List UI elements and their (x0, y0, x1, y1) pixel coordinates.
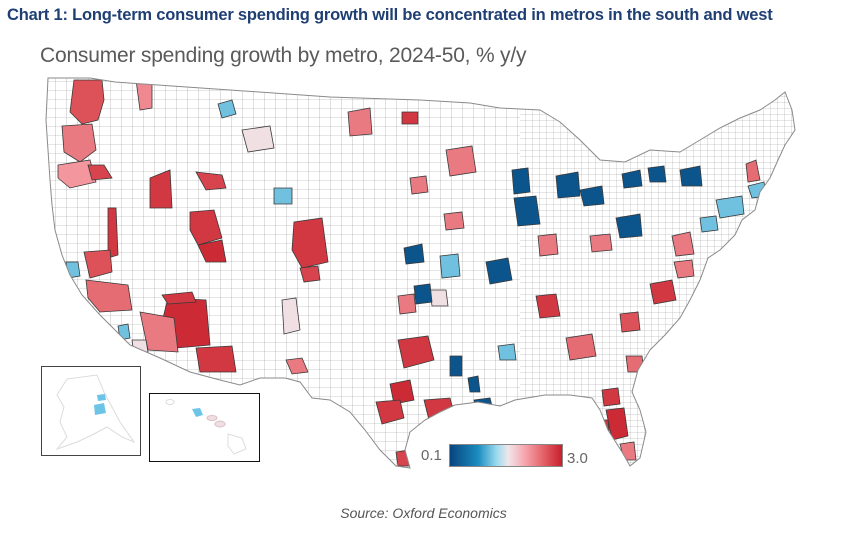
metro-raleigh-nc: Raleigh (NC): 2.8 (649, 279, 677, 305)
metro-idaho-falls-id: Idaho Falls (ID): 2.7 (195, 171, 227, 191)
metro-philadelphia-pa: Philadelphia (PA): 0.9 (699, 215, 719, 233)
metro-jacksonville-fl: Jacksonville (FL): 2.8 (601, 387, 621, 407)
legend-colorbar (449, 444, 563, 467)
metro-syracuse-ny: Syracuse (NY): 0.2 (679, 165, 703, 187)
metro-houston-tx: Houston (TX): 2.8 (423, 397, 457, 425)
metro-orlando-fl: Orlando (FL): 2.9 (605, 407, 629, 441)
metro-rochester-ny: Rochester (NY): 0.2 (647, 165, 667, 183)
metro-boise-id: Boise (ID): 2.8 (149, 169, 173, 209)
metro-miami-fl: Miami (FL): 2.3 (619, 441, 637, 461)
metro-seattle-area-wa: Seattle-area (WA): 2.6 (69, 79, 105, 125)
metro-indianapolis-in: Indianapolis (IN): 2.3 (537, 233, 559, 257)
metro-mcallen-tx: McAllen (TX): 2.7 (395, 449, 413, 467)
metro-des-moines-ia: Des Moines (IA): 2.3 (443, 211, 465, 231)
metro-omaha-ne: Omaha (NE): 0.2 (403, 243, 425, 265)
metro-minneapolis-mn: Minneapolis (MN): 2.3 (445, 145, 477, 177)
metro-san-antonio-tx: San Antonio (TX): 2.8 (375, 399, 405, 425)
metro-portland-or: Portland (OR): 2.3 (61, 123, 97, 163)
metro-st-louis-mo: St. Louis (MO): 0.2 (485, 257, 513, 285)
metro-colorado-springs-co: Colorado Springs (CO): 2.7 (299, 265, 321, 283)
metro-fairbanks (97, 394, 106, 401)
metro-fargo-nd: Fargo (ND): 2.3 (347, 107, 373, 137)
metro-tucson-az: Tucson (AZ): 2.8 (195, 345, 237, 373)
chart-headline: Chart 1: Long-term consumer spending gro… (7, 6, 773, 24)
metro-austin-tx: Austin (TX): 2.9 (389, 379, 415, 405)
metro-billings-mt: Billings (MT): 1.6 (241, 125, 275, 153)
metro-buffalo-ny: Buffalo (NY): 0.2 (621, 169, 643, 189)
metro-layer: Seattle-area (WA): 2.6Spokane (WA): 2.2P… (57, 79, 767, 467)
metro-charlotte-nc: Charlotte (NC): 2.6 (619, 311, 641, 333)
alaska-inset (41, 366, 141, 456)
metro-anchorage (94, 403, 106, 415)
metro-sacramento-ca: Sacramento (CA): 2.6 (83, 249, 113, 279)
legend-max-label: 3.0 (567, 450, 588, 467)
metro-columbus-oh: Columbus (OH): 2.3 (589, 233, 613, 253)
metro-los-angeles-ca: Los Angeles (CA): 0.9 (117, 323, 131, 341)
metro-bismarck-nd: Bismarck (ND): 2.8 (401, 111, 419, 125)
metro-detroit-mi: Detroit (MI): 0.2 (555, 171, 581, 199)
metro-salem-eugene-or: Salem-Eugene (OR): 2.1 (57, 159, 97, 189)
metro-atlanta-ga: Atlanta (GA): 2.4 (565, 333, 597, 361)
metro-sioux-falls-sd: Sioux Falls (SD): 2.3 (409, 175, 429, 195)
metro-casper-wy: Casper (WY): 0.9 (273, 187, 293, 205)
metro-kahului (206, 415, 218, 421)
metro-washington-dc: Washington DC: 2.3 (671, 231, 695, 257)
metro-new-york-ny: New York (NY): 0.9 (715, 195, 745, 219)
metro-el-paso-tx: El Paso (TX): 2.3 (285, 357, 309, 375)
metro-jackson-ms: Jackson (MS): 0.2 (467, 375, 481, 393)
metro-oklahoma-city-ok: Oklahoma City (OK): 2.3 (397, 293, 417, 315)
metro-great-falls-mt: Great Falls (MT): 0.9 (217, 99, 237, 119)
metro-inland-empire-ca: Inland Empire (CA): 2.3 (139, 311, 179, 353)
metro-milwaukee-wi: Milwaukee (WI): 0.2 (511, 167, 531, 195)
metro-honolulu (192, 408, 203, 417)
metro-pittsburgh-pa: Pittsburgh (PA): 0.2 (615, 213, 643, 239)
metro-kansas-city-mo: Kansas City (MO): 0.9 (439, 253, 461, 279)
metro-bend-or: Bend (OR): 2.7 (87, 164, 113, 181)
metro-las-vegas-nv: Las Vegas (NV): 2.8 (161, 291, 197, 305)
legend-min-label: 0.1 (421, 447, 442, 464)
metro-shreveport-la: Shreveport (LA): 0.2 (449, 355, 463, 377)
metro-memphis-tn: Memphis (TN): 0.9 (497, 343, 517, 361)
metro-provo-orem-ut: Provo-Orem (UT): 2.9 (197, 239, 227, 263)
metro-chicago-il: Chicago (IL): 0.2 (513, 195, 541, 227)
metro-albuquerque-nm: Albuquerque (NM): 1.6 (281, 297, 301, 335)
metro-dallas-fort-worth-tx: Dallas-Fort Worth (TX): 2.8 (397, 335, 435, 369)
metro-richmond-va: Richmond (VA): 2.3 (673, 259, 695, 279)
metro-tulsa-ok: Tulsa (OK): 1.6 (429, 289, 449, 307)
metro-tampa-fl: Tampa (FL): 2.8 (593, 419, 611, 445)
metro-denver-co: Denver (CO): 2.8 (291, 217, 329, 269)
metro-new-orleans-la: New Orleans (LA): 0.2 (473, 397, 495, 417)
metro-nashville-tn: Nashville (TN): 2.8 (535, 293, 561, 319)
metro-salt-lake-city-ut: Salt Lake City (UT): 2.8 (189, 209, 223, 246)
hawaii-map (165, 399, 247, 455)
metro-central-valley-ca: Central Valley (CA): 2.4 (85, 279, 133, 313)
hawaii-inset (149, 393, 260, 462)
metro-reno-nv: Reno (NV): 2.8 (107, 207, 119, 259)
metro-cleveland-oh: Cleveland (OH): 0.2 (579, 185, 605, 207)
source-note: Source: Oxford Economics (340, 505, 507, 521)
alaska-map (55, 374, 136, 451)
metro-wichita-ks: Wichita (KS): 0.2 (413, 283, 433, 305)
metro-manchester-nh: Manchester (NH): 2.4 (745, 159, 761, 183)
chart-title: Consumer spending growth by metro, 2024-… (40, 44, 527, 67)
